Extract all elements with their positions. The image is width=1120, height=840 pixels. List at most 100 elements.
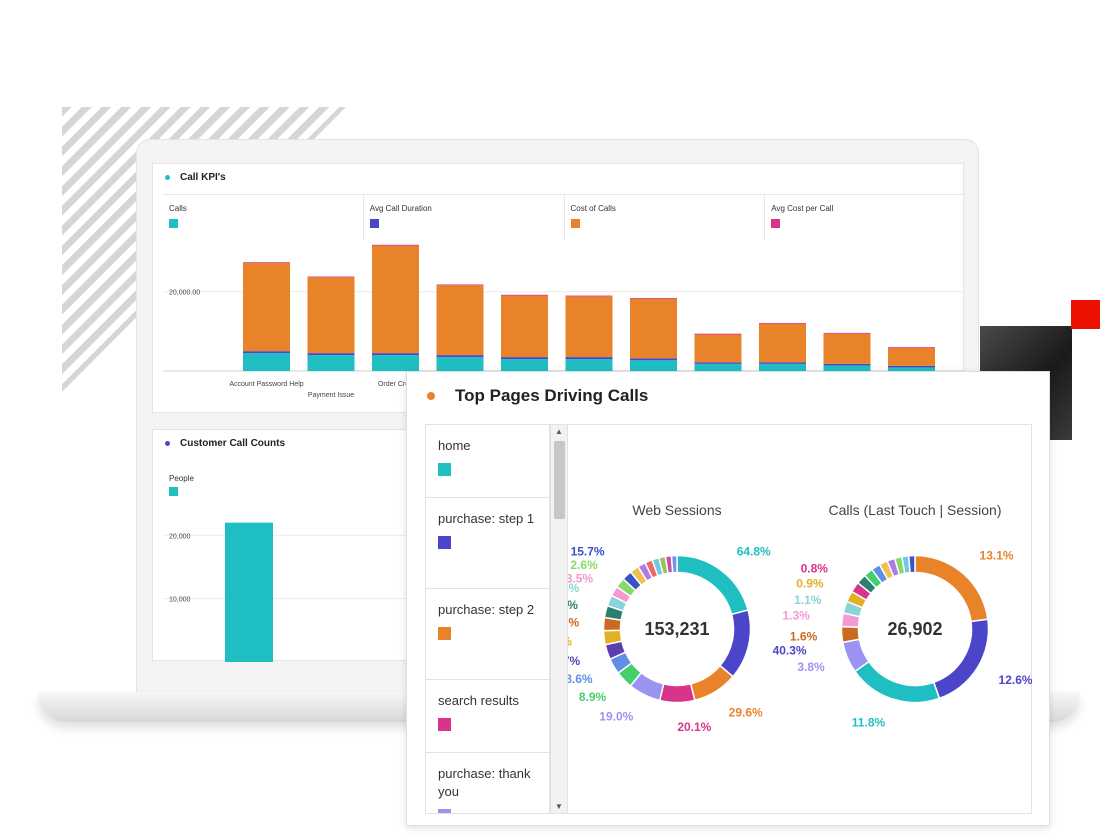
- bar-segment[interactable]: [307, 355, 355, 371]
- bar-segment[interactable]: [372, 355, 419, 371]
- donut-slice[interactable]: [853, 660, 941, 704]
- bar-segment[interactable]: [436, 284, 484, 286]
- bar-segment[interactable]: [888, 347, 935, 366]
- legend-scrollbar[interactable]: ▲ ▼: [550, 424, 568, 814]
- bar-segment[interactable]: [565, 295, 613, 297]
- metric-avg-call-duration-label: Avg Call Duration: [369, 204, 432, 213]
- bar-segment[interactable]: [759, 362, 806, 364]
- bar-segment[interactable]: [372, 245, 419, 354]
- top-pages-title-text: Top Pages Driving Calls: [455, 386, 649, 405]
- metric-people-swatch: [169, 487, 178, 496]
- slice-label: 8.9%: [579, 690, 607, 704]
- legend-swatch: [438, 463, 451, 476]
- legend-swatch: [438, 809, 451, 813]
- bar-segment[interactable]: [888, 347, 935, 348]
- slice-label: 15.7%: [571, 545, 605, 559]
- slice-label: 19.0%: [599, 710, 633, 724]
- bar-segment[interactable]: [307, 276, 355, 278]
- kpi-metric-row: Calls Avg Call Duration Cost of Calls Av…: [163, 194, 965, 240]
- y-tick-label: 20,000.00: [169, 290, 200, 297]
- legend-item-purchase-step-2[interactable]: purchase: step 2: [426, 589, 549, 680]
- legend-item-purchase-step-1[interactable]: purchase: step 1: [426, 498, 549, 589]
- donut-slice[interactable]: [840, 625, 861, 644]
- donut-slice[interactable]: [689, 664, 735, 702]
- bar-segment[interactable]: [501, 359, 548, 371]
- bar-segment[interactable]: [307, 353, 355, 356]
- slice-label: 13.1%: [980, 548, 1014, 562]
- slice-label: 8.6%: [568, 672, 593, 686]
- bar-segment[interactable]: [243, 263, 290, 352]
- legend-swatch: [438, 718, 451, 731]
- metric-avg-call-duration-swatch: [369, 219, 379, 228]
- bar-segment[interactable]: [565, 296, 613, 358]
- bar-segment[interactable]: [694, 363, 742, 371]
- bar-segment[interactable]: [694, 362, 742, 364]
- scroll-up-icon[interactable]: ▲: [555, 427, 563, 436]
- bar-segment[interactable]: [823, 332, 871, 334]
- legend-item-purchase-thank-you[interactable]: purchase: thank you: [426, 753, 549, 813]
- legend-label: purchase: step 1: [438, 511, 535, 526]
- donut-slice[interactable]: [658, 682, 696, 704]
- bar-segment[interactable]: [888, 365, 935, 368]
- bar-segment[interactable]: [694, 333, 742, 335]
- bar-segment[interactable]: [630, 297, 677, 299]
- bar-segment[interactable]: [823, 365, 871, 371]
- legend-item-home[interactable]: home: [426, 425, 549, 498]
- donut-center-value: 26,902: [887, 619, 942, 639]
- slice-label: 0.9%: [796, 577, 824, 591]
- bar-segment[interactable]: [823, 363, 871, 366]
- legend-item-search-results[interactable]: search results: [426, 680, 549, 753]
- bar[interactable]: [225, 522, 273, 662]
- bar-segment[interactable]: [565, 357, 613, 360]
- donut-slice[interactable]: [907, 554, 916, 574]
- bar-segment[interactable]: [630, 358, 677, 361]
- metric-avg-call-duration[interactable]: Avg Call Duration: [364, 195, 565, 240]
- donut-slice[interactable]: [718, 609, 752, 678]
- bar-segment[interactable]: [501, 357, 548, 360]
- bar-segment[interactable]: [436, 285, 484, 356]
- x-tick-label: Order Crea: [378, 381, 413, 388]
- bar-segment[interactable]: [372, 353, 419, 356]
- bar-segment[interactable]: [307, 277, 355, 354]
- metric-cost-of-calls[interactable]: Cost of Calls: [565, 195, 766, 240]
- bar-segment[interactable]: [694, 334, 742, 363]
- bar-segment[interactable]: [243, 353, 290, 371]
- legend-label: search results: [438, 693, 519, 708]
- x-tick-label: Payment Issue: [308, 392, 354, 399]
- legend-swatch: [438, 536, 451, 549]
- scroll-thumb[interactable]: [554, 441, 565, 519]
- top-pages-title: Top Pages Driving Calls: [427, 386, 648, 406]
- bar-segment[interactable]: [565, 359, 613, 371]
- bar-segment[interactable]: [823, 333, 871, 364]
- top-pages-panel: Top Pages Driving Calls home purchase: s…: [406, 371, 1050, 826]
- bar-segment[interactable]: [436, 355, 484, 358]
- bar-segment[interactable]: [436, 357, 484, 371]
- bar-segment[interactable]: [759, 363, 806, 371]
- donut-slice[interactable]: [676, 554, 749, 616]
- metric-calls[interactable]: Calls: [163, 195, 364, 240]
- slice-label: 1.3%: [782, 609, 810, 623]
- metric-people[interactable]: People: [169, 474, 194, 496]
- slice-label: 3.8%: [797, 660, 825, 674]
- bar-segment[interactable]: [501, 295, 548, 358]
- legend-swatch: [438, 627, 451, 640]
- bar-segment[interactable]: [759, 323, 806, 363]
- bar-segment[interactable]: [630, 360, 677, 371]
- scroll-down-icon[interactable]: ▼: [555, 802, 563, 811]
- metric-avg-cost-per-call-label: Avg Cost per Call: [771, 204, 834, 213]
- panel-dot-icon: [165, 441, 170, 446]
- slice-label: 1.6%: [790, 629, 818, 643]
- bar-segment[interactable]: [630, 298, 677, 359]
- bar-segment[interactable]: [501, 294, 548, 296]
- donut-slice[interactable]: [670, 554, 678, 574]
- customer-call-counts-title-text: Customer Call Counts: [180, 438, 286, 449]
- bar-segment[interactable]: [243, 351, 290, 354]
- bar-segment[interactable]: [243, 262, 290, 264]
- bar-segment[interactable]: [759, 322, 806, 324]
- metric-cost-of-calls-swatch: [570, 219, 580, 228]
- metric-avg-cost-per-call[interactable]: Avg Cost per Call: [765, 195, 965, 240]
- donut-slice[interactable]: [914, 554, 989, 623]
- metric-avg-cost-per-call-swatch: [771, 219, 781, 228]
- bar-segment[interactable]: [372, 244, 419, 246]
- bar-segment[interactable]: [888, 367, 935, 371]
